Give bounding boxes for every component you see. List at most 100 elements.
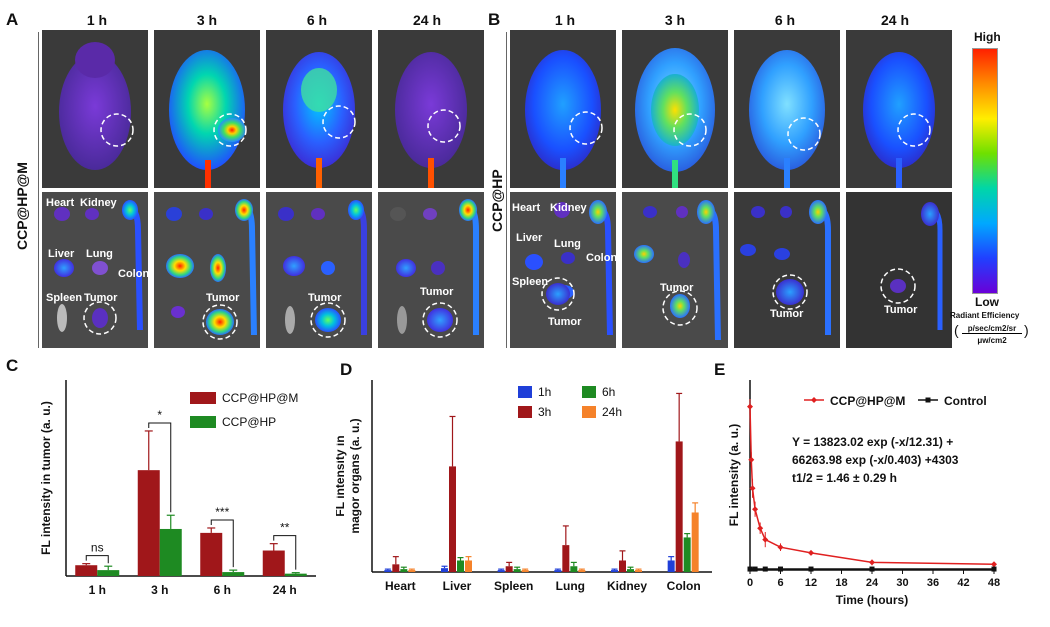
chart-c-ylabel: FL intensity in tumor (a. u.) bbox=[39, 401, 53, 555]
chart-c-significance-label: *** bbox=[215, 505, 229, 519]
chart-e-point bbox=[991, 561, 997, 568]
chart-d-bar-1h bbox=[497, 570, 505, 572]
chart-c-significance-bracket bbox=[148, 422, 172, 513]
chart-c-legend-label: CCP@HP bbox=[222, 415, 276, 429]
colorbar-title: Radiant Efficiency bbox=[950, 311, 1020, 320]
chart-d-bar-3h bbox=[619, 560, 626, 572]
chart-d-tick-label: Lung bbox=[556, 579, 585, 593]
chart-e-point bbox=[777, 544, 784, 551]
panel-a-images bbox=[42, 30, 484, 348]
organ-label-b-kidney: Kidney bbox=[550, 202, 587, 214]
chart-d-tick-label: Spleen bbox=[494, 579, 533, 593]
chart-e-legend-marker bbox=[925, 397, 931, 403]
panel-b-bracket bbox=[506, 32, 507, 348]
chart-c-significance-label: ns bbox=[91, 541, 104, 555]
chart-d-bar-3h bbox=[505, 566, 513, 572]
panel-a-bracket bbox=[38, 32, 39, 348]
chart-d-bar-6h bbox=[457, 560, 464, 572]
chart-e-legend-label: CCP@HP@M bbox=[830, 394, 905, 408]
colorbar-low-label: Low bbox=[975, 295, 999, 309]
organ-label-heart: Heart bbox=[46, 197, 75, 209]
panel-b-timepoint-3: 6 h bbox=[774, 12, 796, 28]
chart-e-point bbox=[747, 566, 753, 572]
organ-label-b-colon: Colon bbox=[586, 252, 618, 264]
chart-d-bar-1h bbox=[441, 568, 448, 572]
chart-e-legend-label: Control bbox=[944, 394, 987, 408]
chart-d-bar-24h bbox=[578, 570, 586, 572]
chart-c-bar-ccphp bbox=[97, 570, 120, 576]
chart-d-bar-6h bbox=[627, 569, 634, 572]
chart-d-tick-label: Kidney bbox=[607, 579, 647, 593]
colorbar-paren-left: ( bbox=[954, 322, 959, 338]
panel-a-row-label: CCP@HP@M bbox=[14, 162, 30, 250]
organ-label-b-tumor-6h: Tumor bbox=[770, 308, 804, 320]
chart-c-significance-label: ** bbox=[280, 521, 290, 535]
chart-c-significance-bracket bbox=[210, 519, 234, 568]
chart-e-x-tick-label: 48 bbox=[988, 577, 1000, 589]
organ-image-b-6h bbox=[734, 192, 840, 348]
mouse-image-a-1h bbox=[42, 30, 148, 188]
chart-e-x-tick-label: 6 bbox=[777, 577, 783, 589]
chart-d-bar-24h bbox=[465, 560, 472, 572]
panel-b-timepoint-1: 1 h bbox=[554, 12, 576, 28]
chart-c-tick-label: 24 h bbox=[273, 583, 297, 597]
chart-e-x-tick-label: 12 bbox=[805, 577, 817, 589]
chart-e-pharmacokinetics: 0 6 12 18 24 30 36 42 48 Time (hours) FL intensity… bbox=[727, 380, 1000, 607]
chart-c-legend-swatch bbox=[190, 392, 216, 404]
panel-a-timepoint-2: 3 h bbox=[196, 12, 218, 28]
mouse-image-b-1h bbox=[510, 30, 616, 188]
chart-e-point bbox=[757, 525, 764, 532]
chart-e-x-tick-label: 36 bbox=[927, 577, 939, 589]
panel-b-row-label: CCP@HP bbox=[489, 169, 505, 232]
panel-a-timepoint-1: 1 h bbox=[86, 12, 108, 28]
chart-c-significance-bracket bbox=[85, 555, 109, 564]
chart-e-point bbox=[749, 485, 756, 492]
chart-e-x-tick-label: 0 bbox=[747, 577, 753, 589]
chart-c-bar-ccphp bbox=[284, 573, 307, 576]
mouse-image-b-3h bbox=[622, 30, 728, 188]
chart-d-legend-label: 24h bbox=[602, 405, 622, 419]
chart-d-bar-24h bbox=[521, 570, 529, 572]
panel-b-timepoint-2: 3 h bbox=[664, 12, 686, 28]
chart-c-bar-ccphpm bbox=[262, 550, 285, 576]
chart-e-x-tick-label: 42 bbox=[957, 577, 969, 589]
chart-d-ylabel: FL intensity inmagor organs (a. u.) bbox=[336, 418, 362, 533]
organ-label-b-tumor-3h: Tumor bbox=[660, 282, 694, 294]
chart-c-bar-ccphpm bbox=[75, 565, 98, 576]
chart-d-legend-label: 6h bbox=[602, 385, 615, 399]
colorbar-high-label: High bbox=[974, 30, 1001, 44]
chart-c-tick-label: 1 h bbox=[89, 583, 106, 597]
organ-label-b-tumor-24h: Tumor bbox=[884, 304, 918, 316]
chart-d-bar-24h bbox=[691, 512, 699, 572]
chart-d-bar-1h bbox=[667, 560, 675, 572]
organ-image-b-3h bbox=[622, 192, 728, 348]
chart-e-x-tick-label: 30 bbox=[896, 577, 908, 589]
organ-image-b-24h bbox=[846, 192, 952, 348]
chart-e-point bbox=[762, 536, 769, 543]
organ-label-tumor-6h: Tumor bbox=[308, 292, 342, 304]
chart-e-point bbox=[747, 403, 753, 410]
chart-e-ylabel: FL intensity (a. u.) bbox=[727, 424, 741, 526]
chart-c-legend-swatch bbox=[190, 416, 216, 428]
chart-e-line-ccphpm bbox=[749, 406, 995, 566]
organ-image-a-6h bbox=[266, 192, 372, 348]
chart-d-bar-6h bbox=[683, 537, 691, 572]
colorbar-unit-denominator: μw/cm2 bbox=[977, 336, 1007, 345]
chart-d-legend-swatch bbox=[582, 386, 596, 398]
chart-d-legend-swatch bbox=[582, 406, 596, 418]
panel-a-timepoint-4: 24 h bbox=[412, 12, 441, 28]
chart-d-legend-label: 1h bbox=[538, 385, 551, 399]
chart-e-x-tick-label: 18 bbox=[835, 577, 847, 589]
organ-label-liver: Liver bbox=[48, 248, 75, 260]
chart-c-bar-ccphpm bbox=[137, 470, 160, 576]
mouse-image-a-6h bbox=[266, 30, 372, 188]
chart-d-tick-label: Colon bbox=[667, 579, 701, 593]
organ-label-spleen: Spleen bbox=[46, 292, 83, 304]
organ-label-tumor-3h: Tumor bbox=[206, 292, 240, 304]
organ-label-b-liver: Liver bbox=[516, 232, 543, 244]
chart-e-equation-line2: 66263.98 exp (-x/0.403) +4303 bbox=[792, 453, 959, 467]
chart-d-legend-swatch bbox=[518, 386, 532, 398]
chart-e-point bbox=[869, 559, 875, 566]
organ-image-a-24h bbox=[378, 192, 484, 348]
chart-d-organ-intensity: FL intensity inmagor organs (a. u.) Heart… bbox=[336, 380, 712, 593]
